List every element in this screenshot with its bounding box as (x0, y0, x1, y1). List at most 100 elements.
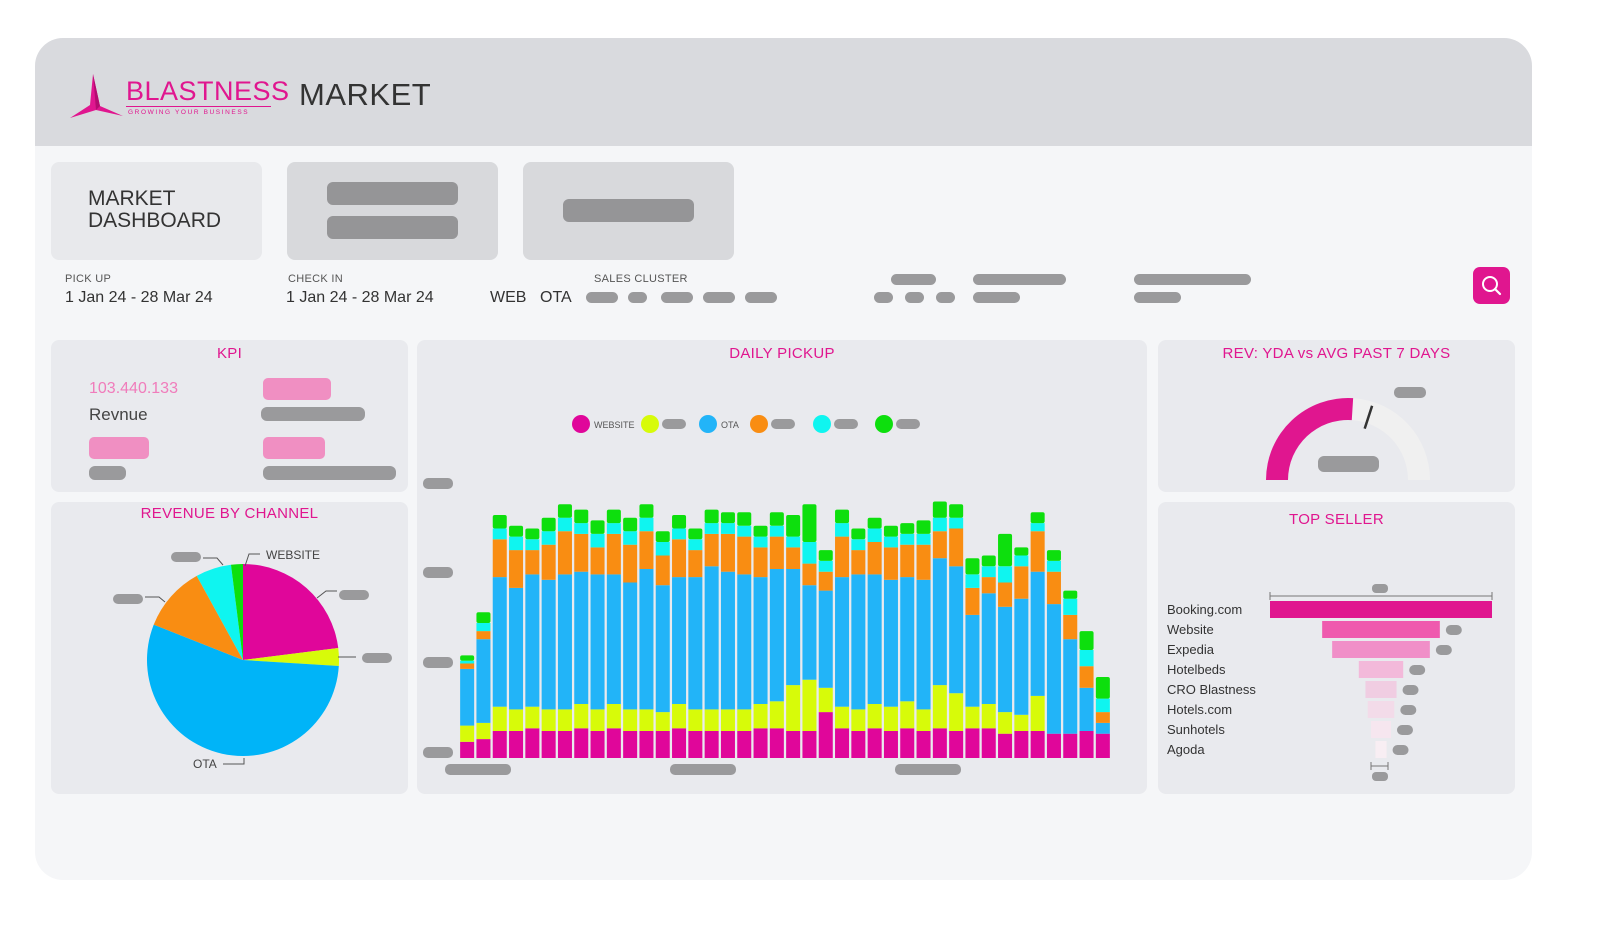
chart-legend[interactable]: WEBSITE OTA (572, 415, 920, 433)
pie-slice-website[interactable] (243, 564, 339, 660)
pickup-bar[interactable] (900, 523, 915, 758)
seller-bar[interactable] (1375, 741, 1387, 758)
filter-placeholder[interactable] (661, 292, 693, 303)
pickup-bar[interactable] (1095, 677, 1110, 758)
pickup-bar[interactable] (965, 558, 980, 758)
pickup-bar-segment (704, 523, 719, 534)
pickup-bar-segment (1014, 566, 1029, 599)
filter-placeholder[interactable] (936, 292, 955, 303)
pickup-bar[interactable] (1046, 550, 1061, 758)
pickup-bar-segment (1030, 512, 1045, 524)
pickup-bar[interactable] (525, 528, 540, 759)
pickup-bar[interactable] (1014, 547, 1029, 758)
sales-cluster-ota[interactable]: OTA (540, 289, 572, 306)
pickup-bar[interactable] (704, 509, 719, 758)
pickup-bar[interactable] (492, 515, 507, 758)
placeholder-tile-2[interactable] (523, 162, 734, 260)
pickup-bar[interactable] (590, 520, 605, 758)
top-seller-card: TOP SELLER Booking.com Website Expedia Hote… (1158, 502, 1515, 794)
filter-placeholder[interactable] (703, 292, 735, 303)
pickup-bar-segment (492, 515, 507, 529)
seller-bar[interactable] (1371, 721, 1391, 738)
pickup-bar[interactable] (639, 504, 654, 758)
filter-placeholder[interactable] (745, 292, 777, 303)
pickup-bar[interactable] (672, 515, 687, 758)
pickup-bar[interactable] (476, 612, 491, 758)
revenue-by-channel-card: REVENUE BY CHANNEL WEBSITE OTA (51, 502, 408, 794)
seller-bar[interactable] (1365, 681, 1397, 698)
filter-placeholder[interactable] (905, 292, 924, 303)
pickup-bar[interactable] (883, 525, 898, 758)
seller-bar[interactable] (1358, 661, 1404, 678)
pickup-bar[interactable] (949, 504, 964, 758)
pickup-bar[interactable] (541, 517, 556, 758)
seller-value-placeholder (1392, 745, 1409, 755)
logo-underline (126, 106, 271, 107)
seller-bar[interactable] (1270, 601, 1492, 618)
pickup-bar[interactable] (688, 528, 703, 759)
pickup-bar[interactable] (818, 550, 833, 758)
pickup-bar[interactable] (623, 517, 638, 758)
filter-placeholder[interactable] (586, 292, 618, 303)
blastness-logo[interactable]: BLASTNESS GROWING YOUR BUSINESS (68, 72, 289, 122)
pickup-bar[interactable] (769, 512, 784, 758)
pickup-bar-segment (916, 731, 931, 758)
filter-placeholder[interactable] (628, 292, 647, 303)
pickup-bar[interactable] (851, 528, 866, 759)
pickup-bar-segment (672, 539, 687, 578)
pickup-bar[interactable] (867, 517, 882, 758)
pickup-bar[interactable] (932, 501, 947, 759)
pickup-bar[interactable] (1030, 512, 1045, 758)
checkin-date-range[interactable]: 1 Jan 24 - 28 Mar 24 (286, 289, 434, 306)
filter-placeholder[interactable] (973, 292, 1020, 303)
pickup-bar[interactable] (737, 512, 752, 758)
sales-cluster-web[interactable]: WEB (490, 289, 527, 306)
pie-slice-ota[interactable] (147, 624, 339, 756)
revenue-pie-chart[interactable]: WEBSITE OTA (51, 502, 408, 794)
pickup-bar[interactable] (720, 512, 735, 758)
pickup-bar-segment (753, 525, 768, 537)
search-button[interactable] (1473, 267, 1510, 304)
seller-bar[interactable] (1322, 621, 1440, 638)
pie-slice-segment-4[interactable] (196, 564, 243, 660)
pickup-bar[interactable] (1079, 631, 1094, 758)
daily-pickup-chart[interactable]: WEBSITE OTA (417, 340, 1147, 794)
pickup-bar[interactable] (606, 509, 621, 758)
pickup-bar[interactable] (557, 504, 572, 758)
filter-placeholder[interactable] (874, 292, 893, 303)
placeholder-tile-1[interactable] (287, 162, 498, 260)
top-seller-chart[interactable] (1158, 502, 1515, 794)
pickup-bar[interactable] (574, 509, 589, 758)
pickup-bar[interactable] (509, 525, 524, 758)
filter-placeholder[interactable] (1134, 292, 1181, 303)
legend-label-ota: OTA (721, 420, 739, 430)
pickup-bar[interactable] (998, 533, 1013, 758)
pickup-date-range[interactable]: 1 Jan 24 - 28 Mar 24 (65, 289, 213, 306)
pickup-bar-segment (590, 533, 605, 548)
seller-bar[interactable] (1332, 641, 1430, 658)
pickup-bar[interactable] (786, 515, 801, 758)
pickup-bar[interactable] (753, 525, 768, 758)
pickup-bar-segment (688, 709, 703, 731)
pickup-bar-segment (606, 574, 621, 704)
pickup-bar[interactable] (802, 504, 817, 758)
seller-bar[interactable] (1367, 701, 1395, 718)
pickup-bar[interactable] (460, 655, 475, 758)
pickup-bar-segment (655, 542, 670, 556)
pickup-bar[interactable] (981, 555, 996, 759)
search-icon (1482, 276, 1502, 296)
pickup-bar-segment (704, 533, 719, 567)
pie-slice-segment-5[interactable] (230, 564, 243, 660)
pie-slice-segment-1[interactable] (243, 647, 340, 667)
pickup-bar[interactable] (655, 531, 670, 758)
rev-gauge-chart[interactable] (1158, 340, 1515, 492)
pickup-bar[interactable] (1063, 590, 1078, 758)
pickup-bar-segment (541, 709, 556, 731)
pickup-bar-segment (900, 533, 915, 545)
pickup-bar-segment (818, 560, 833, 572)
pie-slice-segment-3[interactable] (153, 575, 243, 660)
pickup-bar-segment (998, 606, 1013, 713)
pickup-bar[interactable] (916, 520, 931, 758)
pickup-bar[interactable] (835, 509, 850, 758)
daily-pickup-card: DAILY PICKUP WEBSITE OTA (417, 340, 1147, 794)
